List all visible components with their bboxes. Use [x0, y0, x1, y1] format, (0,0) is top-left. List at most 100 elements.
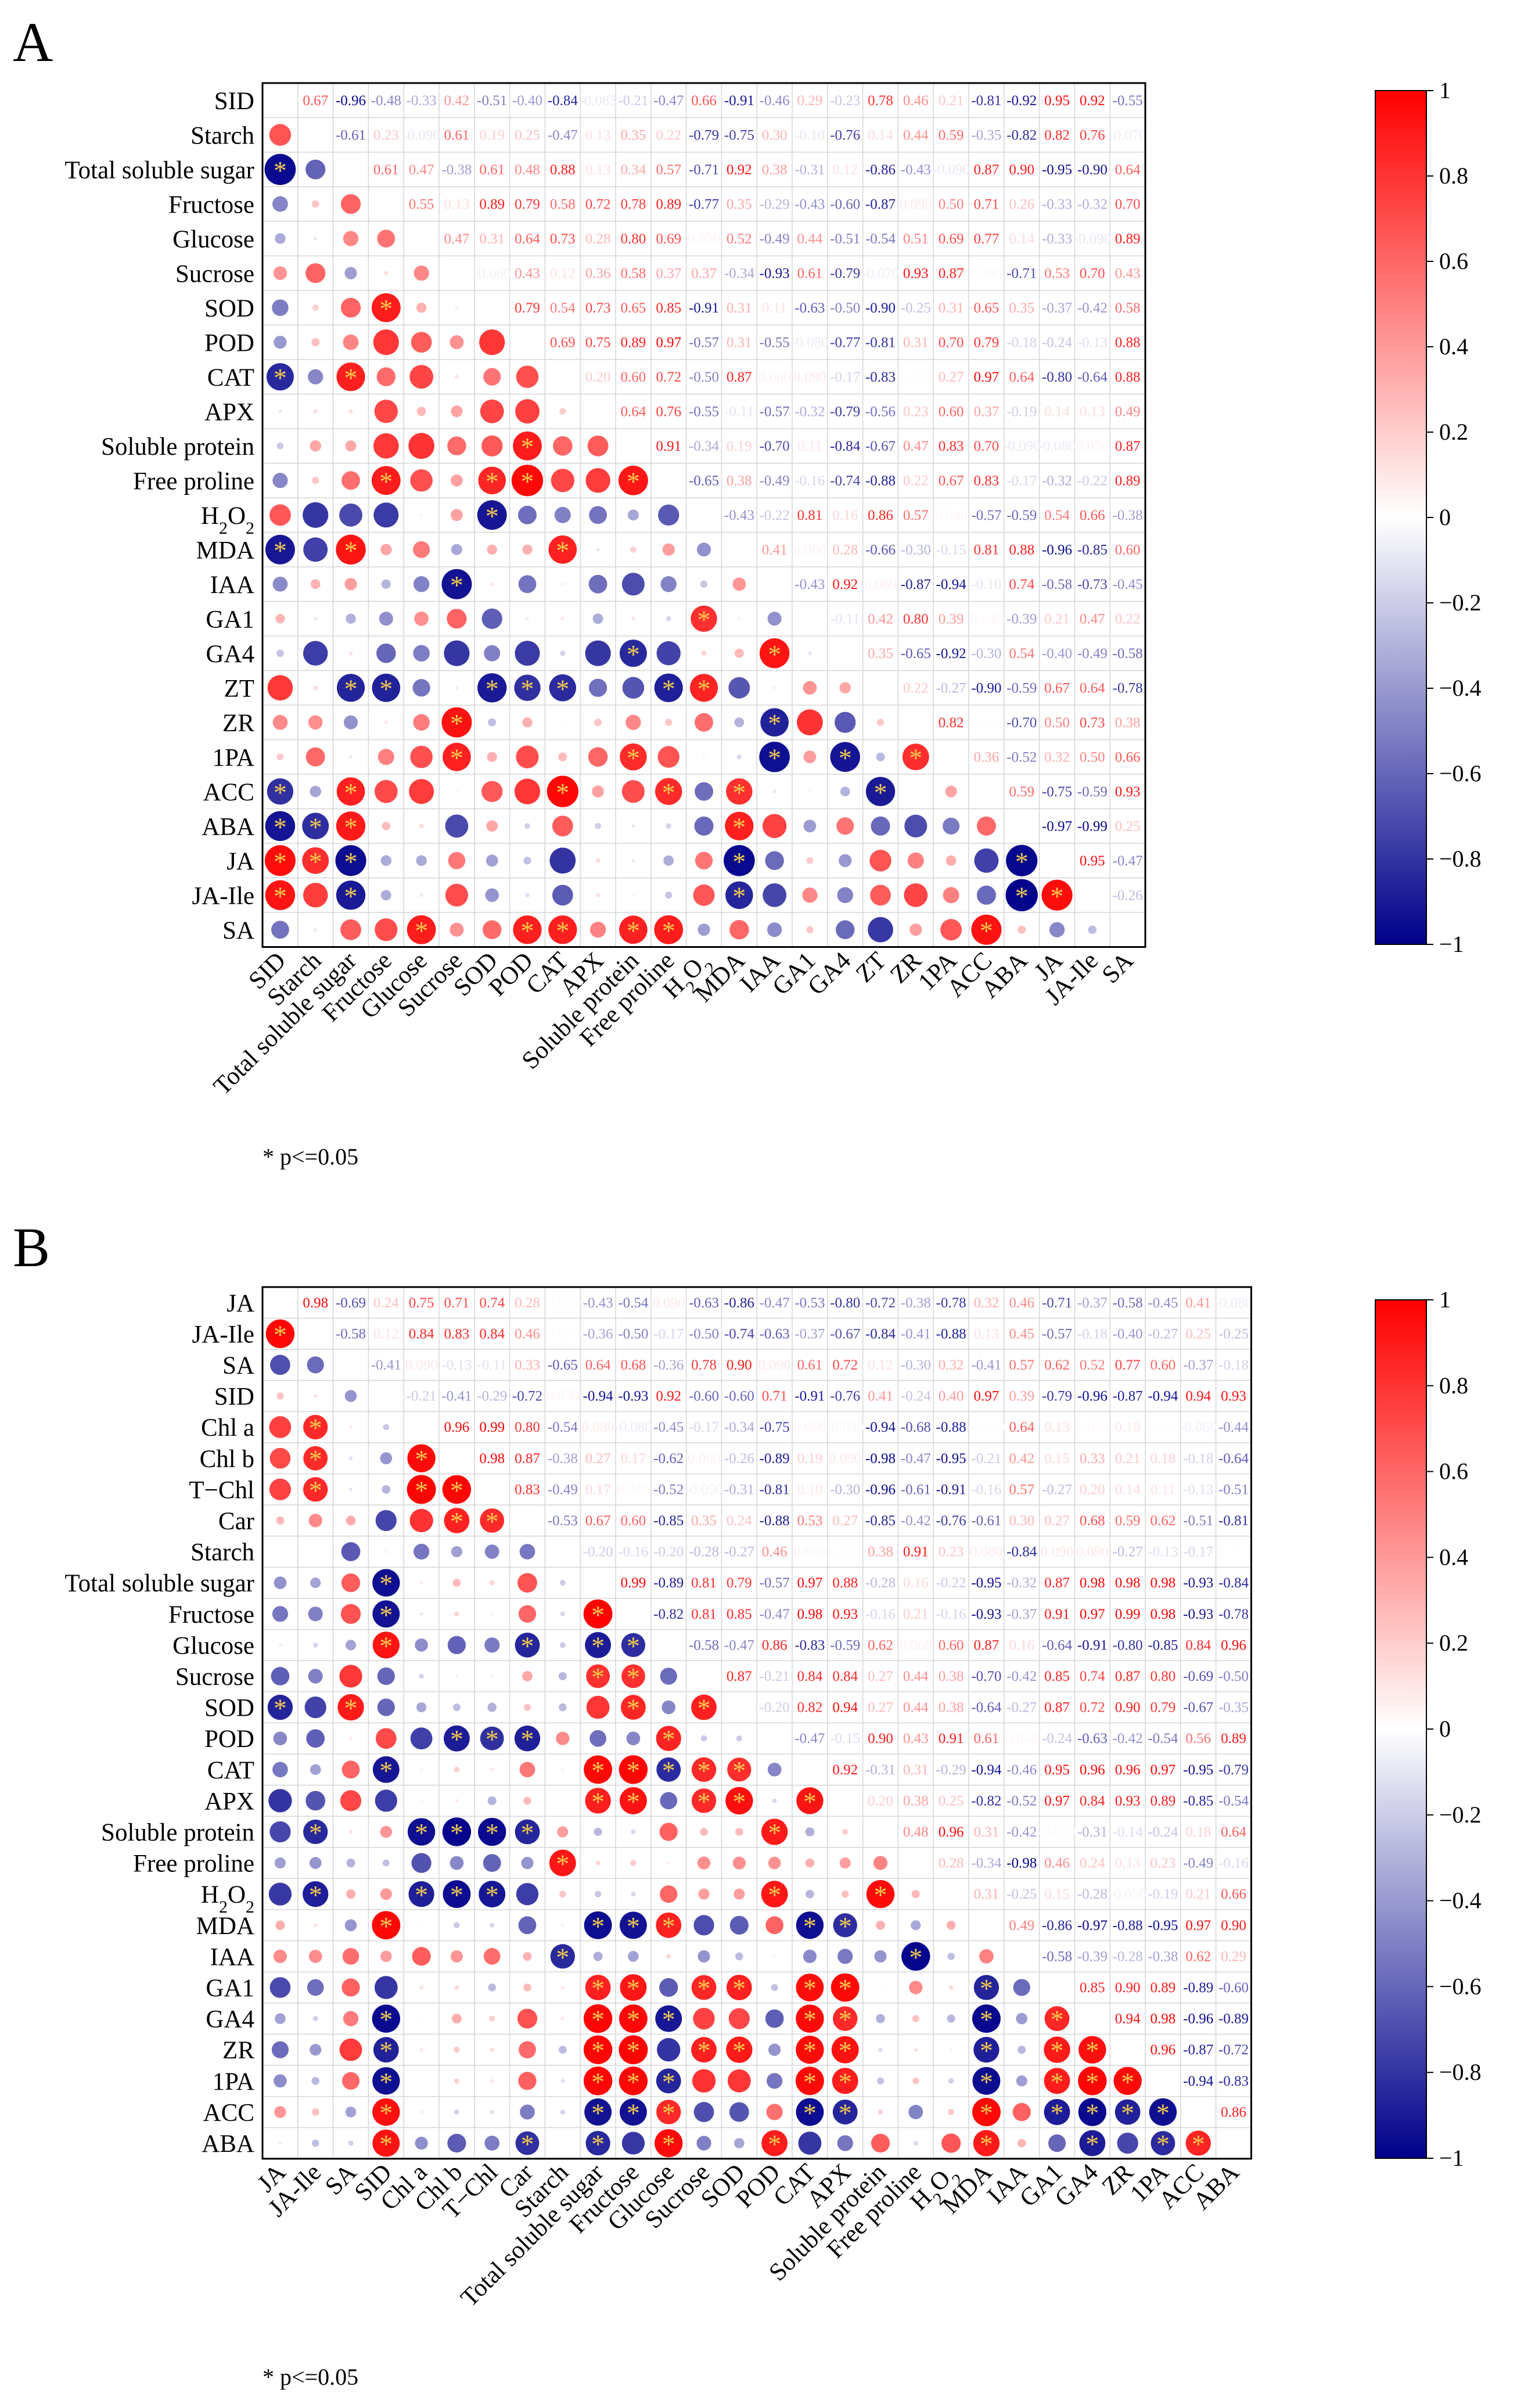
- panel-b-coef-label: 0.20: [1080, 1482, 1105, 1497]
- panel-b-row-label-sod: SOD: [204, 1695, 254, 1722]
- panel-b-coef-label: -0.61: [901, 1482, 931, 1497]
- panel-a-corr-circle: [767, 922, 782, 937]
- panel-b-coef-label: 0.80: [515, 1419, 540, 1435]
- panel-b-corr-circle: [419, 1767, 423, 1771]
- panel-a-coef-label: -0.22: [760, 508, 790, 523]
- panel-a-corr-circle: [806, 926, 814, 933]
- panel-b-coef-label: 0.97: [1185, 1918, 1211, 1933]
- panel-b-coef-label: 0.35: [691, 1513, 717, 1529]
- panel-b-significance-mark: *: [521, 1724, 534, 1754]
- panel-b-coef-label: 0.71: [444, 1295, 470, 1311]
- panel-b-corr-circle: [443, 1725, 470, 1752]
- panel-a-corr-circle: [835, 711, 856, 733]
- panel-b-row-label-t-chl: T−Chl: [189, 1476, 254, 1504]
- panel-b-coef-label: -0.72: [1218, 2042, 1249, 2058]
- panel-a-coef-label: 0.090: [793, 369, 826, 385]
- panel-b-coef-label: 0.31: [974, 1886, 1000, 1902]
- panel-b-coef-label: 0.32: [974, 1295, 1000, 1311]
- panel-b-coef-label: 0.90: [868, 1731, 893, 1746]
- panel-b-coef-label: 0.090: [405, 1357, 437, 1373]
- panel-b-coef-label: 0.94: [832, 1700, 858, 1716]
- panel-a-corr-circle: [836, 817, 854, 835]
- panel-a-coef-label: 0.92: [832, 577, 858, 592]
- panel-b-corr-circle: [560, 2079, 565, 2083]
- panel-b-corr-circle: [515, 1632, 540, 1658]
- panel-b-corr-circle: [914, 2047, 918, 2052]
- panel-b-coef-label: -0.51: [1218, 1482, 1249, 1497]
- panel-b-coef-label: -0.13: [1148, 1544, 1178, 1560]
- panel-a-coef-label: 0.050: [1076, 439, 1109, 454]
- panel-a-corr-circle: [595, 822, 601, 829]
- panel-a-coef-label: 0.88: [1115, 335, 1141, 350]
- panel-a-coef-label: 0.34: [621, 162, 646, 178]
- panel-b-coef-label: -0.85: [1183, 1793, 1213, 1809]
- panel-b-coef-label: -0.24: [1148, 1824, 1178, 1840]
- panel-b-coef-label: 0.49: [1009, 1918, 1034, 1933]
- panel-a-coef-label: 0.23: [373, 127, 399, 143]
- panel-a-corr-circle: [551, 469, 574, 493]
- panel-b-corr-circle: [619, 2098, 647, 2126]
- panel-a-coef-label: 0.51: [903, 231, 929, 247]
- panel-b-coef-label: 0.13: [974, 1326, 1000, 1342]
- panel-b-corr-circle: [620, 1695, 646, 1720]
- panel-a-colorbar-gradient: [1375, 90, 1427, 945]
- panel-b-coef-label: 0.98: [1151, 1606, 1176, 1622]
- panel-b-corr-circle: [346, 1515, 356, 1526]
- panel-b-coef-label: -0.18: [1218, 1357, 1249, 1373]
- panel-b-coef-label: -0.67: [1183, 1700, 1213, 1716]
- panel-b-coef-label: 0.81: [691, 1606, 717, 1622]
- panel-a-row-label-h2o2: H2O2: [201, 502, 254, 538]
- panel-a-corr-circle: [339, 503, 362, 527]
- panel-b-significance-mark: *: [1085, 2036, 1099, 2065]
- panel-b-corr-circle: [490, 1674, 494, 1678]
- panel-b-corr-circle: [766, 2073, 783, 2089]
- panel-a-significance-mark: *: [344, 812, 358, 842]
- panel-a-coef-label: 0.91: [656, 439, 681, 454]
- panel-a-corr-circle: [552, 885, 573, 906]
- panel-b-coef-label: -0.86: [724, 1295, 754, 1311]
- panel-a-coef-label: 0.13: [444, 196, 470, 212]
- panel-b-coef-label: 0.020: [547, 1295, 579, 1311]
- panel-b-corr-circle: [660, 1885, 678, 1903]
- panel-b-corr-circle: [727, 2069, 751, 2093]
- panel-a-corr-circle: [340, 297, 361, 318]
- panel-a-corr-circle: [723, 844, 755, 876]
- panel-b-coef-label: 0.24: [727, 1513, 752, 1529]
- panel-a-coef-label: 0.89: [621, 335, 646, 350]
- panel-b-coef-label: 0.90: [1115, 1980, 1141, 1996]
- panel-a-coef-label: -0.70: [1006, 715, 1037, 731]
- panel-b-corr-circle: [1016, 2075, 1027, 2087]
- panel-b-corr-circle: [345, 2107, 357, 2118]
- panel-b-coef-label: 0.87: [1115, 1669, 1141, 1684]
- panel-a-corr-circle: [559, 408, 566, 415]
- panel-b-significance-mark: *: [627, 1756, 640, 1785]
- panel-b-corr-circle: [310, 1764, 321, 1776]
- panel-a-coef-label: -0.37: [1042, 300, 1072, 316]
- panel-a-coef-label: 0.86: [868, 508, 893, 523]
- panel-b-corr-circle: [736, 1735, 742, 1742]
- panel-b-coef-label: 0.98: [1151, 2011, 1176, 2027]
- panel-a-corr-circle: [341, 471, 360, 490]
- panel-b-coef-label: -0.52: [1006, 1793, 1037, 1809]
- panel-a-corr-circle: [660, 576, 677, 592]
- panel-b-significance-mark: *: [732, 1974, 746, 2003]
- panel-b-coef-label: 0.83: [444, 1326, 470, 1342]
- panel-b-coef-label: 0.10: [797, 1482, 823, 1497]
- panel-a-corr-circle: [272, 714, 288, 730]
- panel-a-coef-label: 0.12: [550, 265, 576, 281]
- panel-a-corr-circle: [478, 466, 506, 495]
- panel-a-corr-circle: [1041, 879, 1073, 911]
- panel-b-coef-label: -0.88: [1113, 1918, 1143, 1933]
- panel-b-row-label-h2o2: H2O2: [201, 1881, 254, 1917]
- panel-b-coef-label: -0.79: [1042, 1389, 1072, 1404]
- panel-b-coef-label: 0.33: [515, 1357, 540, 1373]
- panel-b-coef-label: -0.49: [548, 1482, 578, 1497]
- panel-a-corr-circle: [265, 880, 296, 910]
- panel-a-coef-label: 0.95: [1080, 853, 1105, 869]
- panel-a-coef-label: -0.30: [901, 542, 931, 558]
- panel-b-coef-label: -0.53: [548, 1513, 578, 1529]
- panel-a-corr-circle: [451, 544, 462, 555]
- panel-b-corr-circle: [380, 1825, 393, 1838]
- panel-a-corr-circle: [416, 407, 426, 416]
- panel-a-significance-mark: *: [344, 778, 358, 807]
